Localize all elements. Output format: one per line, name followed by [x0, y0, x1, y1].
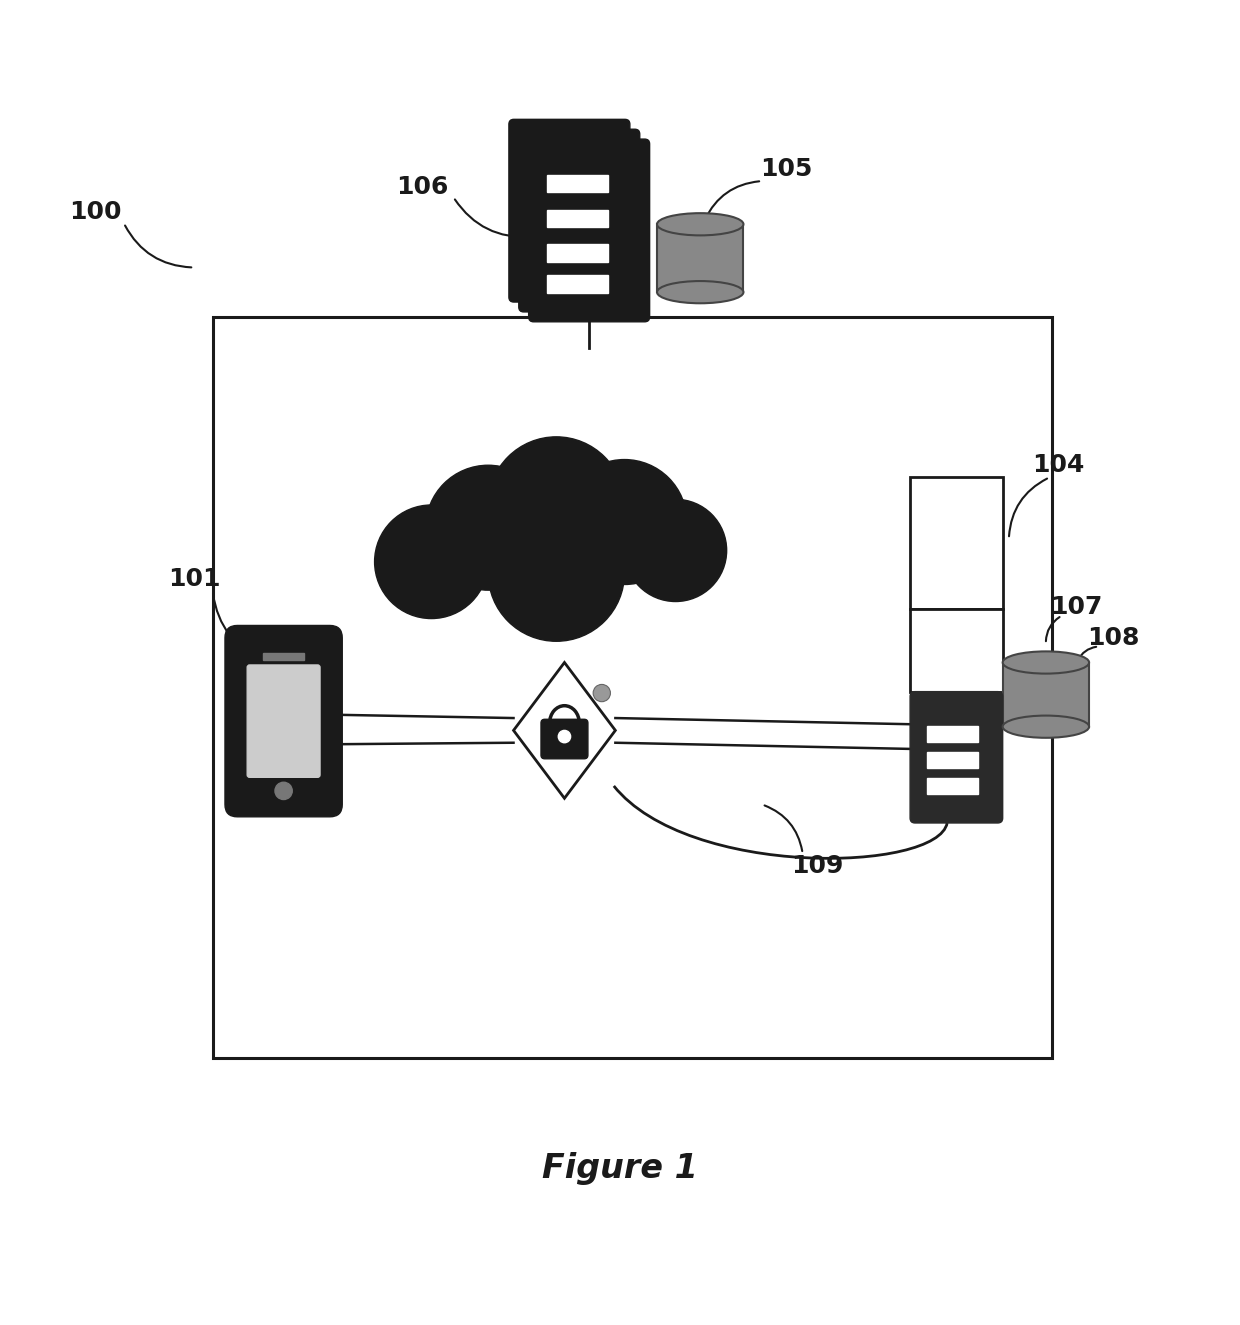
- FancyBboxPatch shape: [910, 692, 1003, 823]
- Bar: [910, 477, 1003, 608]
- Text: 109: 109: [791, 855, 843, 878]
- Text: 104: 104: [1032, 453, 1085, 477]
- Circle shape: [558, 730, 570, 743]
- FancyBboxPatch shape: [541, 719, 588, 759]
- Bar: [926, 778, 977, 794]
- Bar: [547, 175, 608, 192]
- Circle shape: [425, 465, 551, 590]
- Text: 101: 101: [167, 567, 221, 591]
- Bar: [910, 608, 1003, 692]
- Circle shape: [489, 437, 625, 574]
- Text: 106: 106: [397, 175, 449, 199]
- Ellipse shape: [1003, 716, 1089, 738]
- FancyBboxPatch shape: [247, 665, 320, 778]
- Bar: [926, 726, 977, 742]
- FancyBboxPatch shape: [224, 625, 342, 816]
- Bar: [1003, 662, 1089, 726]
- Circle shape: [374, 505, 489, 619]
- Text: 107: 107: [1050, 595, 1102, 619]
- Bar: [212, 317, 1052, 1057]
- Circle shape: [562, 460, 687, 584]
- FancyBboxPatch shape: [518, 130, 640, 311]
- Bar: [547, 244, 608, 261]
- FancyBboxPatch shape: [528, 139, 650, 322]
- FancyBboxPatch shape: [508, 119, 630, 302]
- Polygon shape: [513, 662, 615, 798]
- Text: 108: 108: [1087, 625, 1140, 649]
- Text: Figure 1: Figure 1: [542, 1153, 698, 1185]
- Bar: [547, 276, 608, 293]
- Text: 100: 100: [69, 200, 122, 224]
- Ellipse shape: [657, 281, 744, 303]
- Ellipse shape: [657, 213, 744, 236]
- Circle shape: [625, 500, 727, 602]
- Bar: [657, 224, 744, 293]
- Circle shape: [593, 685, 610, 702]
- Bar: [263, 653, 304, 660]
- Bar: [926, 753, 977, 767]
- Ellipse shape: [1003, 652, 1089, 673]
- Bar: [547, 209, 608, 227]
- Circle shape: [489, 505, 625, 641]
- Text: 105: 105: [760, 156, 813, 180]
- Circle shape: [275, 782, 293, 799]
